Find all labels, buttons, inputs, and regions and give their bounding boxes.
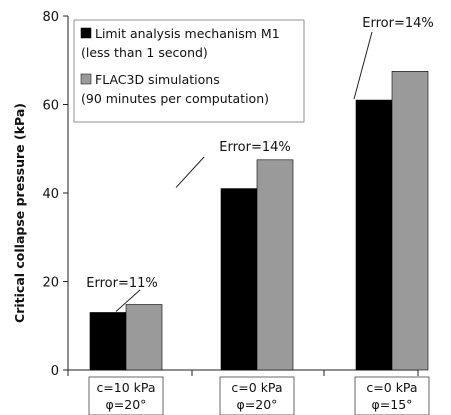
category-label-line1: c=0 kPa — [366, 380, 417, 395]
category-box — [219, 376, 295, 415]
category-labels: c=10 kPa φ=20° c=0 kPa φ=20° c=0 kPa φ=15° — [88, 376, 430, 415]
annotation-leader-line — [353, 31, 373, 100]
bar-limit-analysis-2 — [355, 99, 393, 371]
bar-limit-analysis-0 — [89, 312, 127, 371]
category-label-line2: φ=20° — [106, 397, 147, 412]
annotation-leader-line — [175, 156, 205, 188]
bar-flac3d-1 — [256, 159, 294, 371]
category-box — [354, 376, 430, 415]
y-tick-label: 0 — [51, 364, 59, 379]
legend-box — [73, 19, 305, 123]
legend-entry-note: (less than 1 second) — [81, 45, 208, 60]
legend-swatch — [80, 73, 92, 85]
bar-flac3d-2 — [391, 71, 429, 371]
y-axis-label: Critical collapse pressure (kPa) — [12, 103, 27, 323]
y-tick-label: 40 — [42, 187, 59, 202]
category-label-line1: c=0 kPa — [231, 380, 282, 395]
legend-entry-name: Limit analysis mechanism M1 — [95, 26, 280, 41]
annotations: Error=11% Error=14% Error=14% — [86, 16, 434, 312]
axes: 0 20 40 60 80 Critical collapse pressure (kPa… — [12, 10, 419, 379]
error-annotation: Error=11% — [86, 276, 157, 291]
category-label-line1: c=10 kPa — [96, 380, 155, 395]
category-box — [88, 376, 164, 415]
legend-swatch — [80, 27, 92, 39]
y-tick-label: 80 — [42, 10, 59, 25]
error-annotation: Error=14% — [219, 140, 290, 155]
legend: Limit analysis mechanism M1 (less than 1 … — [73, 19, 305, 123]
bars — [89, 71, 429, 371]
y-tick-label: 60 — [42, 99, 59, 114]
legend-entry-name: FLAC3D simulations — [95, 72, 220, 87]
annotation-leader-line — [115, 289, 141, 312]
category-label-line2: φ=15° — [372, 397, 413, 412]
bar-flac3d-0 — [125, 304, 163, 371]
error-annotation: Error=14% — [362, 16, 433, 31]
category-label-line2: φ=20° — [237, 397, 278, 412]
y-tick-label: 20 — [42, 276, 59, 291]
bar-limit-analysis-1 — [220, 188, 258, 371]
legend-entry-note: (90 minutes per computation) — [81, 91, 269, 106]
